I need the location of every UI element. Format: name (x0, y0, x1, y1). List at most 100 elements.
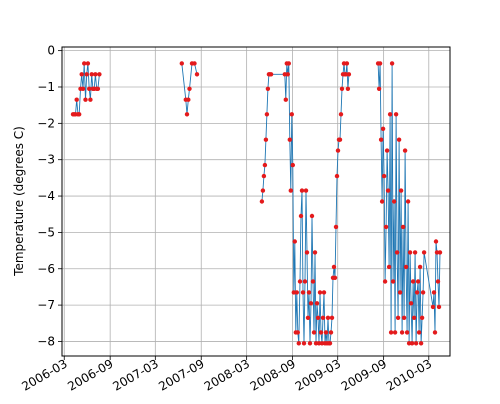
data-point (317, 290, 323, 295)
data-point (401, 315, 407, 320)
data-point (325, 315, 331, 320)
data-point (85, 61, 91, 66)
data-point (377, 61, 383, 66)
y-tick-label: −4 (37, 189, 55, 203)
data-point (385, 188, 391, 193)
data-point (314, 301, 320, 306)
data-point (295, 330, 300, 335)
data-point (396, 137, 402, 142)
data-point (80, 86, 86, 92)
data-point (186, 97, 191, 102)
data-point (387, 112, 393, 117)
data-point (409, 341, 415, 346)
data-point (268, 72, 274, 77)
y-tick-label: −7 (37, 298, 55, 312)
data-point (339, 86, 345, 92)
data-point (310, 279, 316, 284)
data-point (421, 250, 427, 255)
data-point (93, 72, 98, 77)
data-point (304, 250, 310, 255)
data-point (378, 137, 384, 142)
data-point (407, 250, 413, 255)
data-point (414, 290, 420, 295)
data-point (418, 341, 424, 346)
data-point (84, 72, 89, 77)
data-point (179, 61, 184, 66)
data-point (77, 112, 82, 117)
data-point (309, 213, 315, 219)
data-point (397, 290, 403, 295)
data-point (334, 173, 340, 179)
data-point (311, 330, 317, 335)
data-point (303, 188, 309, 193)
x-tick-label: 2007-09 (156, 356, 206, 393)
data-point (408, 301, 414, 306)
marker-layer (70, 61, 443, 346)
data-point (89, 72, 94, 77)
data-point (194, 72, 200, 77)
data-point (296, 341, 301, 346)
data-point (184, 112, 190, 117)
data-point (321, 290, 327, 295)
data-point (384, 148, 390, 153)
data-point (382, 279, 388, 284)
data-point (187, 86, 192, 92)
data-point (337, 137, 343, 142)
data-point (415, 279, 421, 284)
data-point (95, 86, 101, 92)
data-point (390, 279, 396, 284)
x-tick-label: 2006-03 (19, 356, 69, 393)
data-point (290, 162, 295, 168)
data-point (302, 279, 308, 284)
data-point (300, 290, 306, 295)
data-point (405, 199, 411, 204)
data-point (346, 72, 352, 77)
data-point (435, 279, 441, 284)
data-point (412, 250, 418, 255)
data-point (411, 315, 417, 320)
data-point (345, 86, 351, 92)
data-point (192, 61, 197, 66)
data-point (403, 264, 409, 270)
data-point (292, 239, 297, 244)
grid (62, 47, 450, 356)
x-tick-label: 2009-09 (339, 356, 389, 393)
y-tick-label: −6 (37, 262, 55, 276)
data-point (380, 126, 386, 131)
data-point (433, 239, 439, 244)
data-point (376, 86, 382, 92)
data-point (332, 275, 338, 280)
y-tick-label: −1 (37, 80, 55, 94)
data-point (264, 112, 270, 117)
data-point (289, 112, 294, 117)
data-point (259, 199, 265, 204)
data-point (261, 173, 267, 179)
data-point (87, 86, 92, 92)
data-point (327, 341, 333, 346)
data-point (83, 97, 88, 102)
data-point (299, 188, 305, 193)
data-point (333, 224, 339, 230)
data-point (344, 61, 350, 66)
x-tick-label: 2010-03 (384, 356, 434, 393)
data-point (379, 199, 385, 204)
x-tick-label: 2007-03 (110, 356, 160, 393)
data-point (419, 315, 425, 320)
y-tick-label: −8 (37, 334, 55, 348)
data-point (383, 224, 389, 230)
series-layer (73, 62, 441, 344)
data-point (398, 188, 404, 193)
data-point (404, 330, 410, 335)
data-point (329, 315, 335, 320)
data-point (308, 301, 314, 306)
x-tick-label: 2009-03 (293, 356, 343, 393)
series-line (73, 62, 441, 344)
data-point (417, 264, 423, 270)
data-point (285, 72, 290, 77)
data-point (431, 290, 437, 295)
data-point (328, 330, 334, 335)
data-point (388, 330, 394, 335)
y-tick-label: −5 (37, 225, 55, 239)
data-point (389, 61, 395, 66)
x-tick-label: 2008-03 (202, 356, 252, 393)
